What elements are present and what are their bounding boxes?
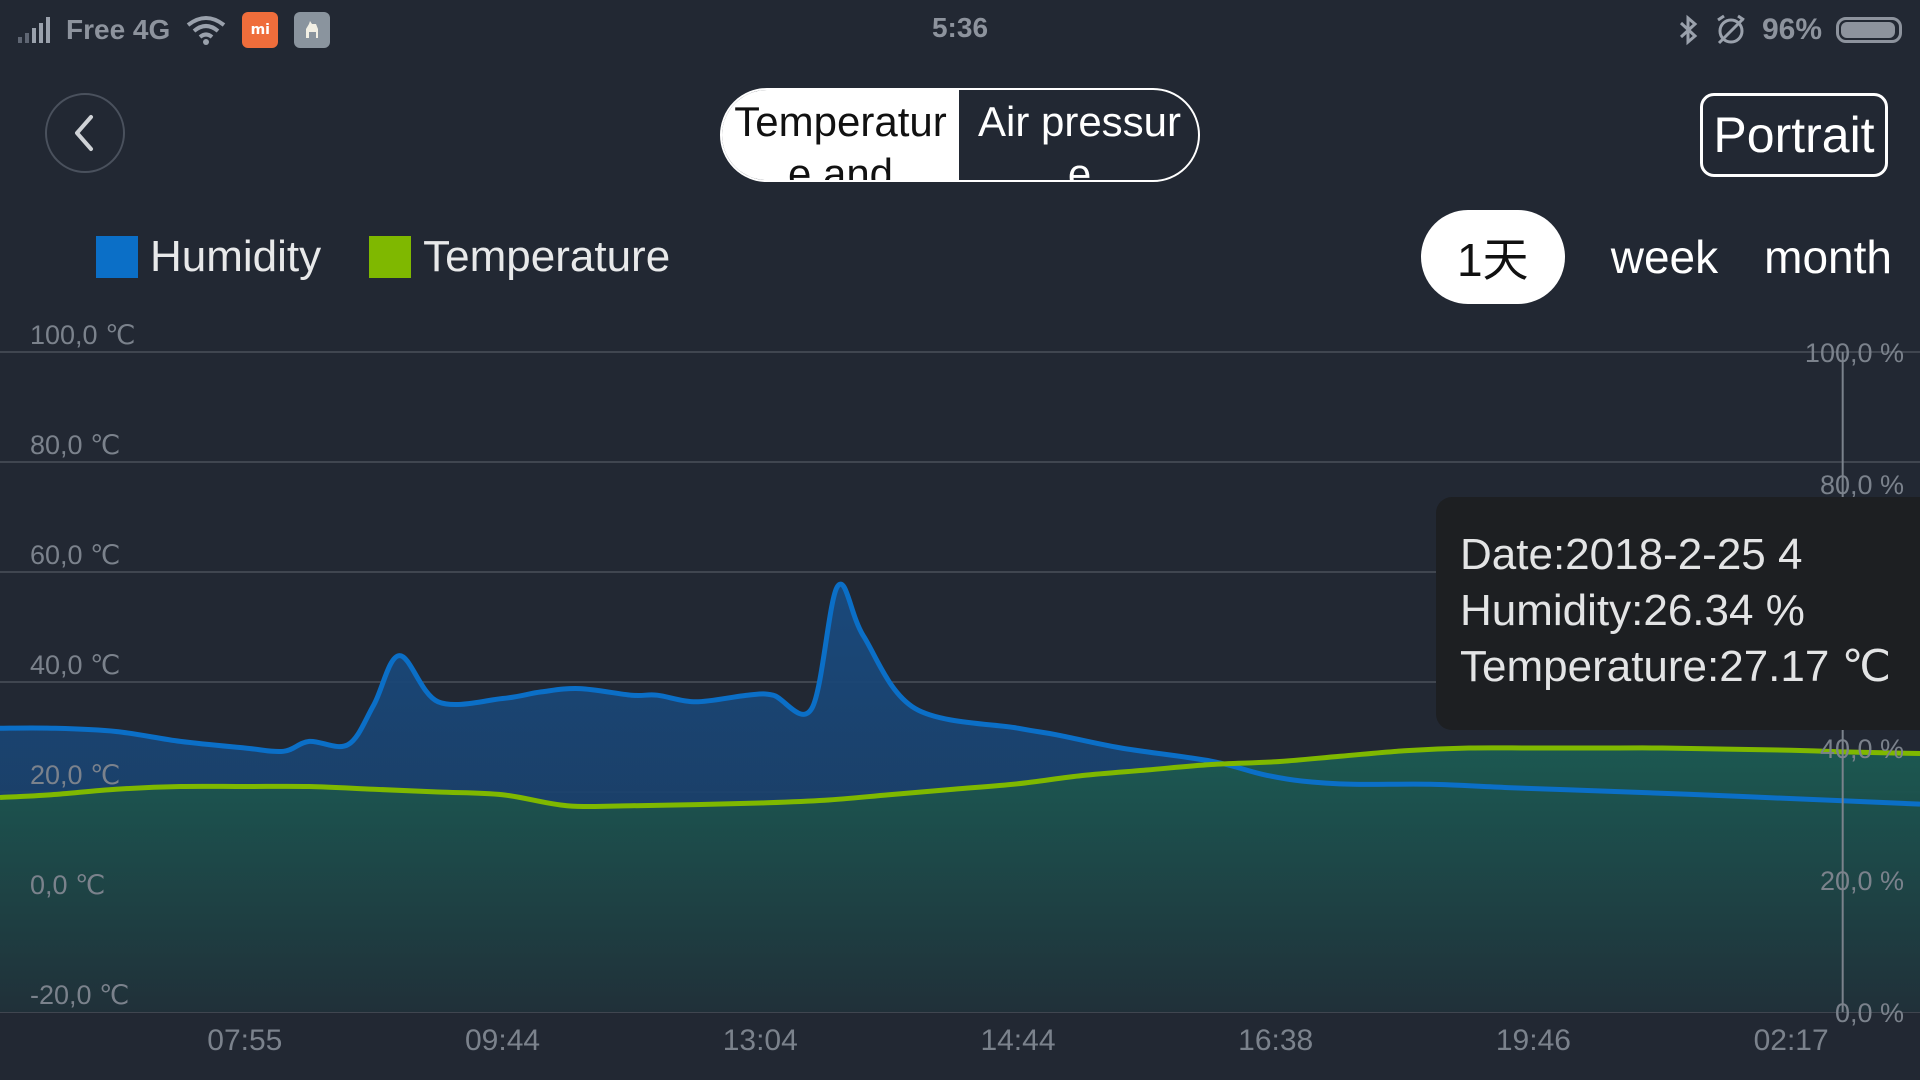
humidity-temperature-chart[interactable]: 100,0 ℃ 80,0 ℃ 60,0 ℃ 40,0 ℃ 20,0 ℃ 0,0 ℃ -20,… bbox=[0, 320, 1920, 1080]
y-tick-label-right: 20,0 % bbox=[1820, 866, 1904, 896]
x-tick-label: 16:38 bbox=[1238, 1024, 1313, 1057]
mi-app-icon: mi bbox=[242, 12, 279, 48]
x-tick-label: 07:55 bbox=[207, 1024, 282, 1057]
x-tick-label: 19:46 bbox=[1496, 1024, 1571, 1057]
tab-label: Air pressure bbox=[977, 98, 1182, 180]
battery-percent: 96% bbox=[1761, 13, 1822, 46]
signal-icon bbox=[18, 17, 50, 43]
status-right: 96% bbox=[1678, 8, 1902, 52]
portrait-button[interactable]: Portrait bbox=[1700, 93, 1888, 177]
wifi-icon bbox=[187, 16, 226, 45]
humidity-series-line bbox=[0, 581, 1920, 807]
chevron-left-icon bbox=[75, 115, 93, 151]
legend-swatch-temperature bbox=[369, 236, 412, 278]
data-tooltip: Date:2018-2-25 4 Humidity:26.34 % Temper… bbox=[1436, 497, 1920, 730]
x-tick-label: 14:44 bbox=[980, 1024, 1055, 1057]
range-1-day-button[interactable]: 1天 bbox=[1420, 210, 1565, 304]
x-tick-label: 13:04 bbox=[723, 1024, 798, 1057]
y-tick-label-left: -20,0 ℃ bbox=[30, 980, 129, 1010]
battery-icon bbox=[1836, 17, 1902, 43]
legend-label: Temperature bbox=[423, 232, 671, 281]
y-tick-label-left: 80,0 ℃ bbox=[30, 430, 120, 460]
y-tick-label-left: 0,0 ℃ bbox=[30, 870, 105, 900]
tooltip-date: Date:2018-2-25 4 bbox=[1460, 530, 1803, 579]
tooltip-humidity: Humidity:26.34 % bbox=[1460, 586, 1805, 635]
y-tick-label-left: 40,0 ℃ bbox=[30, 650, 120, 680]
bluetooth-icon bbox=[1679, 14, 1698, 46]
status-left: Free 4G mi bbox=[18, 8, 331, 52]
temperature-series-line bbox=[0, 745, 1920, 810]
tab-label: Temperature and bbox=[734, 98, 947, 180]
legend-item-humidity: Humidity bbox=[96, 232, 321, 282]
y-tick-label-left: 20,0 ℃ bbox=[30, 760, 120, 790]
temperature-area bbox=[0, 747, 1920, 1012]
legend-item-temperature: Temperature bbox=[369, 232, 670, 282]
tab-air-pressure[interactable]: Air pressure bbox=[961, 90, 1198, 180]
status-bar: Free 4G mi 5:36 96% bbox=[0, 0, 1920, 60]
tooltip-temperature: Temperature:27.17 ℃ bbox=[1460, 642, 1891, 691]
x-tick-label: 02:17 bbox=[1754, 1024, 1829, 1057]
range-month-button[interactable]: month bbox=[1764, 231, 1892, 283]
range-selector: 1天 week month bbox=[1420, 210, 1892, 304]
legend-swatch-humidity bbox=[96, 236, 138, 278]
status-time: 5:36 bbox=[931, 12, 989, 43]
range-week-button[interactable]: week bbox=[1610, 231, 1719, 283]
x-tick-label: 09:44 bbox=[465, 1024, 540, 1057]
tab-temperature-and-humidity[interactable]: Temperature and bbox=[722, 90, 961, 180]
y-tick-label-right: 40,0 % bbox=[1820, 734, 1904, 764]
y-tick-label-right: 100,0 % bbox=[1805, 338, 1904, 368]
y-tick-label-left: 100,0 ℃ bbox=[30, 320, 135, 350]
y-tick-label-right: 0,0 % bbox=[1835, 998, 1904, 1028]
alarm-off-icon bbox=[1717, 14, 1745, 45]
back-button[interactable] bbox=[45, 93, 125, 173]
chart-legend: Humidity Temperature bbox=[96, 232, 718, 282]
y-tick-label-right: 80,0 % bbox=[1820, 470, 1904, 500]
legend-label: Humidity bbox=[150, 232, 322, 281]
y-tick-label-left: 60,0 ℃ bbox=[30, 540, 120, 570]
alpaca-app-icon bbox=[294, 12, 331, 48]
tab-selector: Temperature and Air pressure bbox=[720, 88, 1200, 182]
carrier-label: Free 4G bbox=[66, 14, 171, 45]
